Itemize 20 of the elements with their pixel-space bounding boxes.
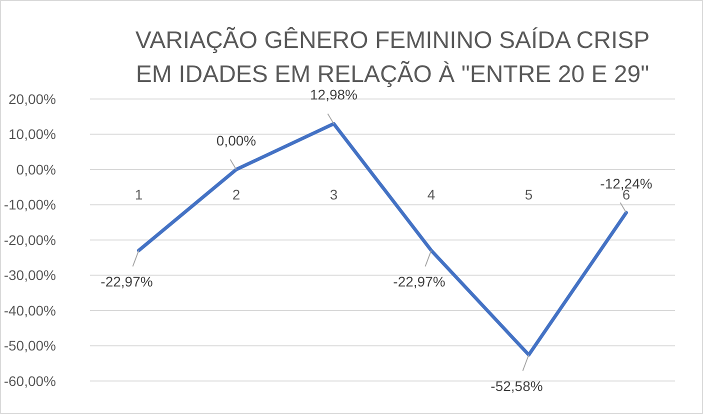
data-label: -22,97%	[100, 273, 153, 290]
y-tick-label: -20,00%	[4, 232, 56, 248]
y-tick-label: -30,00%	[4, 267, 56, 284]
x-tick-label: 2	[232, 186, 240, 202]
x-tick-label: 1	[134, 186, 143, 202]
y-tick-label: -60,00%	[4, 372, 56, 389]
y-tick-label: 0,00%	[16, 161, 56, 178]
x-tick-label: 3	[330, 186, 338, 202]
data-label: -22,97%	[393, 273, 446, 290]
data-label: 12,98%	[310, 86, 358, 103]
x-tick-label: 4	[427, 186, 436, 202]
x-tick-label: 5	[524, 186, 533, 202]
y-tick-label: -40,00%	[4, 302, 56, 318]
y-tick-label: 10,00%	[8, 126, 56, 142]
data-label: 0,00%	[216, 132, 256, 148]
y-tick-label: -10,00%	[4, 196, 56, 213]
y-tick-label: 20,00%	[8, 90, 56, 107]
chart-title: VARIAÇÃO GÊNERO FEMININO SAÍDA CRISP EM IDADES EM RELAÇÃO À "ENTRE 20 E 29"	[135, 26, 650, 88]
y-tick-label: -50,00%	[4, 338, 56, 354]
data-label: -52,58%	[490, 378, 543, 394]
